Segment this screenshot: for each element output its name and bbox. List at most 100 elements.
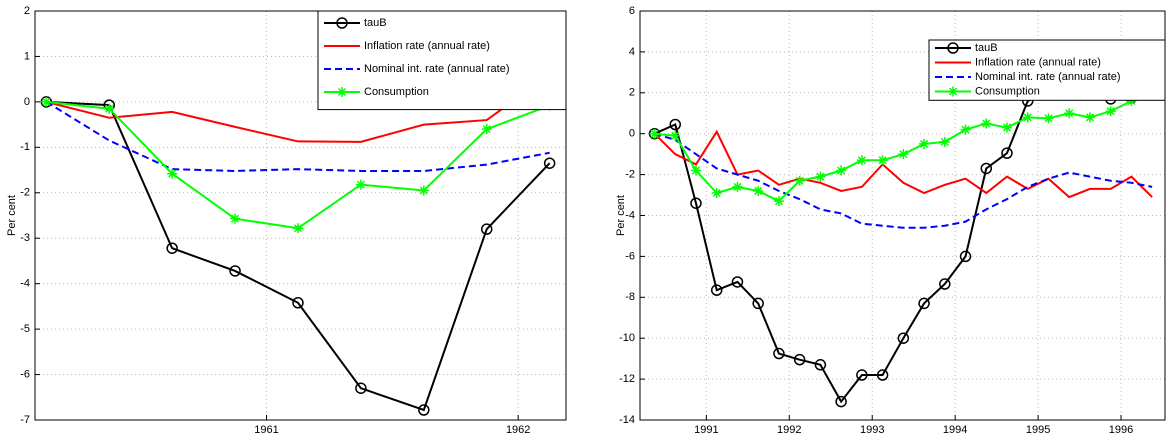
- marker: [690, 165, 701, 176]
- marker: [960, 124, 971, 135]
- marker: [292, 297, 304, 309]
- marker: [336, 17, 348, 29]
- x-tick-label: 1993: [860, 424, 884, 436]
- series-layer: [40, 73, 556, 416]
- series-line: [654, 132, 1153, 229]
- marker: [732, 181, 743, 192]
- marker: [104, 103, 115, 114]
- y-tick-label: -6: [625, 250, 635, 262]
- marker: [876, 369, 889, 381]
- marker: [856, 369, 868, 381]
- marker: [418, 185, 429, 196]
- y-axis-label: Per cent: [6, 195, 18, 236]
- x-tick-label: 1996: [1109, 424, 1133, 436]
- x-tick-label: 1962: [506, 424, 530, 436]
- y-tick-label: -4: [625, 209, 635, 221]
- marker: [670, 130, 681, 141]
- marker: [959, 250, 972, 263]
- series-line: [46, 73, 551, 143]
- marker: [710, 284, 723, 296]
- marker: [230, 213, 241, 224]
- axes-frame: [34, 10, 567, 421]
- marker: [690, 197, 702, 209]
- y-tick-label: 0: [24, 96, 30, 108]
- marker: [753, 185, 764, 196]
- y-tick-label: -4: [20, 278, 30, 290]
- legend-label: Consumption: [364, 86, 429, 98]
- marker: [815, 171, 826, 182]
- marker: [166, 242, 178, 254]
- marker: [355, 179, 366, 190]
- marker: [1002, 122, 1012, 133]
- marker: [947, 42, 959, 54]
- legend: tauB Inflation rate (annual rate) Nominal …: [928, 39, 1166, 101]
- y-tick-label: 1: [24, 50, 30, 62]
- axes-frame: [639, 10, 1166, 421]
- marker: [337, 87, 347, 97]
- marker: [835, 395, 847, 408]
- marker: [41, 96, 52, 107]
- y-tick-label: 0: [629, 128, 635, 140]
- marker: [939, 278, 951, 290]
- marker: [794, 175, 805, 186]
- marker: [711, 188, 722, 199]
- y-tick-label: -10: [619, 332, 635, 344]
- legend: tauB Inflation rate (annual rate) Nominal …: [317, 10, 567, 111]
- marker: [980, 162, 993, 175]
- legend-label: tauB: [975, 42, 998, 54]
- y-tick-label: 4: [629, 46, 635, 58]
- y-tick-label: 6: [629, 5, 635, 17]
- marker: [1064, 108, 1075, 119]
- x-tick-label: 1994: [943, 424, 967, 436]
- marker: [1126, 95, 1137, 106]
- marker: [418, 404, 430, 416]
- y-tick-label: -7: [20, 414, 30, 426]
- x-tick-label: 1992: [777, 424, 801, 436]
- legend-label: Consumption: [975, 85, 1040, 97]
- marker: [856, 155, 867, 166]
- marker: [1043, 113, 1054, 124]
- marker: [1022, 112, 1033, 123]
- marker: [543, 157, 556, 169]
- marker: [814, 359, 827, 371]
- marker: [918, 297, 930, 310]
- legend-box: [928, 39, 1166, 101]
- y-tick-label: -3: [20, 232, 30, 244]
- legend-label: Inflation rate (annual rate): [364, 40, 490, 52]
- marker: [919, 138, 930, 149]
- y-tick-label: -8: [625, 291, 635, 303]
- y-tick-label: -5: [20, 323, 30, 335]
- marker: [773, 196, 784, 207]
- y-tick-label: -1: [20, 141, 30, 153]
- marker: [898, 149, 909, 160]
- y-tick-label: -14: [619, 414, 635, 426]
- x-tick-label: 1961: [254, 424, 278, 436]
- series-line: [45, 101, 550, 172]
- marker: [1105, 106, 1116, 117]
- marker: [167, 168, 178, 179]
- legend-label: Inflation rate (annual rate): [975, 56, 1101, 68]
- marker: [292, 223, 303, 234]
- y-axis-label: Per cent: [615, 195, 627, 236]
- series-line: [46, 100, 551, 412]
- marker: [793, 353, 806, 366]
- marker: [731, 276, 744, 288]
- y-tick-label: 2: [24, 5, 30, 17]
- marker: [355, 382, 367, 394]
- marker: [836, 165, 847, 176]
- marker: [1001, 147, 1013, 159]
- marker: [939, 136, 950, 147]
- legend-label: Nominal int. rate (annual rate): [975, 71, 1121, 83]
- x-tick-label: 1995: [1026, 424, 1050, 436]
- y-tick-label: -2: [625, 169, 635, 181]
- marker: [649, 128, 660, 139]
- marker: [773, 347, 785, 360]
- legend-label: Nominal int. rate (annual rate): [364, 63, 510, 75]
- marker: [948, 86, 958, 97]
- legend-box: [317, 10, 567, 111]
- marker: [669, 118, 681, 131]
- plot-area: -14 -12 -10 -8 -6 -4 -2 0 2 4 6 1991 1992 1993 1994 199…: [615, 5, 1166, 436]
- plot-area: -7 -6 -5 -4 -3 -2 -1 0 1 2 1961 1962 Per cent tauB Inf…: [6, 5, 567, 436]
- marker: [877, 155, 888, 166]
